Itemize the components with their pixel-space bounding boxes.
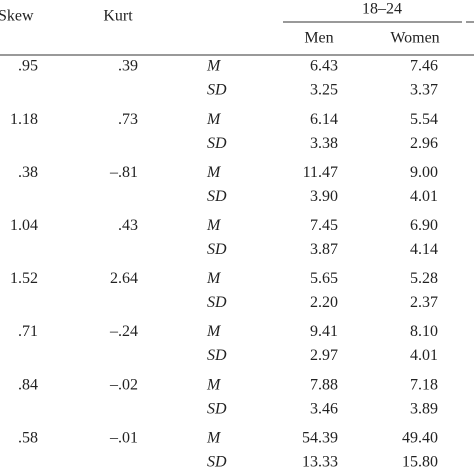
skew-cell: .84 xyxy=(18,376,38,393)
women-cell: 5.54 xyxy=(410,111,438,128)
header-men: Men xyxy=(304,30,333,47)
stat-label: M xyxy=(206,270,222,287)
men-cell: 3.87 xyxy=(310,241,338,258)
kurt-cell: –.81 xyxy=(109,164,138,181)
women-cell: 6.90 xyxy=(410,217,438,234)
women-cell: 3.37 xyxy=(410,82,438,99)
women-cell: 4.01 xyxy=(410,347,438,364)
women-cell: 8.10 xyxy=(410,323,438,340)
stat-label: M xyxy=(206,111,222,128)
stat-label: SD xyxy=(207,188,227,205)
men-cell: 7.88 xyxy=(310,376,338,393)
stat-label: M xyxy=(206,323,222,340)
header-skew: Skew xyxy=(0,8,34,25)
stat-label: SD xyxy=(207,82,227,99)
men-cell: 54.39 xyxy=(302,429,338,446)
women-cell: 4.01 xyxy=(410,188,438,205)
skew-cell: 1.52 xyxy=(10,270,38,287)
header-women: Women xyxy=(390,30,439,47)
stat-label: SD xyxy=(207,241,227,258)
men-cell: 7.45 xyxy=(310,217,338,234)
header-kurt: Kurt xyxy=(103,8,133,25)
stat-label: M xyxy=(206,164,222,181)
kurt-cell: –.01 xyxy=(109,429,138,446)
women-cell: 7.46 xyxy=(410,58,438,75)
men-cell: 9.41 xyxy=(310,323,338,340)
women-cell: 3.89 xyxy=(410,400,438,417)
men-cell: 3.46 xyxy=(310,400,338,417)
kurt-cell: .39 xyxy=(118,58,138,75)
women-cell: 49.40 xyxy=(402,429,438,446)
stat-label: SD xyxy=(207,347,227,364)
stat-label: SD xyxy=(207,400,227,417)
stat-label: M xyxy=(206,429,222,446)
women-cell: 2.96 xyxy=(410,135,438,152)
stat-label: SD xyxy=(207,135,227,152)
men-cell: 3.38 xyxy=(310,135,338,152)
women-cell: 5.28 xyxy=(410,270,438,287)
women-cell: 7.18 xyxy=(410,376,438,393)
men-cell: 6.14 xyxy=(310,111,338,128)
kurt-cell: –.02 xyxy=(109,376,138,393)
men-cell: 2.20 xyxy=(310,294,338,311)
women-cell: 9.00 xyxy=(410,164,438,181)
men-cell: 2.97 xyxy=(310,347,338,364)
men-cell: 11.47 xyxy=(303,164,338,181)
women-cell: 15.80 xyxy=(402,453,438,470)
skew-cell: .58 xyxy=(18,429,38,446)
men-cell: 3.90 xyxy=(310,188,338,205)
skew-cell: 1.04 xyxy=(10,217,38,234)
men-cell: 5.65 xyxy=(310,270,338,287)
men-cell: 3.25 xyxy=(310,82,338,99)
stat-label: SD xyxy=(207,294,227,311)
women-cell: 4.14 xyxy=(410,241,438,258)
kurt-cell: .43 xyxy=(118,217,138,234)
men-cell: 13.33 xyxy=(302,453,338,470)
skew-cell: .71 xyxy=(18,323,38,340)
kurt-cell: –.24 xyxy=(109,323,138,340)
kurt-cell: 2.64 xyxy=(110,270,138,287)
header-group: 18–24 xyxy=(362,1,402,18)
skew-cell: .38 xyxy=(18,164,38,181)
men-cell: 6.43 xyxy=(310,58,338,75)
stat-label: M xyxy=(206,217,222,234)
stat-label: SD xyxy=(207,453,227,470)
skew-cell: .95 xyxy=(18,58,38,75)
skew-cell: 1.18 xyxy=(10,111,38,128)
women-cell: 2.37 xyxy=(410,294,438,311)
stat-label: M xyxy=(206,58,222,75)
kurt-cell: .73 xyxy=(118,111,138,128)
stat-label: M xyxy=(206,376,222,393)
